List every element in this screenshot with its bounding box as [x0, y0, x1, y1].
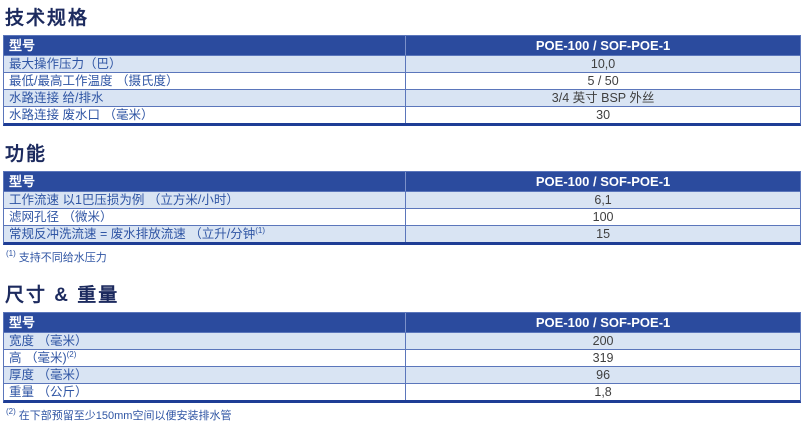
row-value: 96	[405, 367, 800, 383]
section-title-dimensions-weight: 尺寸 & 重量	[5, 285, 120, 306]
footnote-text: 在下部预留至少150mm空间以便安装排水管	[18, 410, 232, 422]
table-header-row: 型号 POE-100 / SOF-POE-1	[4, 313, 800, 332]
functions-table: 型号 POE-100 / SOF-POE-1 工作流速 以1巴压损为例 （立方米…	[3, 171, 801, 245]
row-label: 工作流速 以1巴压损为例 （立方米/小时）	[9, 193, 239, 207]
table-row: 工作流速 以1巴压损为例 （立方米/小时） 6,1	[4, 191, 800, 208]
footnote-2: (2) 在下部预留至少150mm空间以便安装排水管	[6, 407, 801, 423]
header-model-label: 型号	[9, 315, 36, 330]
table-row: 最大操作压力（巴） 10,0	[4, 55, 800, 72]
row-value: 10,0	[405, 56, 800, 72]
table-row: 常规反冲洗流速 = 废水排放流速 （立升/分钟(1) 15	[4, 225, 800, 242]
row-label: 最低/最高工作温度 （摄氏度）	[9, 74, 179, 88]
header-model-label: 型号	[9, 38, 36, 53]
footnote-marker: (2)	[6, 407, 16, 417]
row-value: 200	[405, 333, 800, 349]
row-label: 滤网孔径 （微米）	[9, 210, 113, 224]
row-label: 高 （毫米)(2)	[9, 350, 77, 365]
row-label: 厚度 （毫米）	[9, 368, 88, 382]
row-label: 最大操作压力（巴）	[9, 57, 122, 71]
row-value: 30	[405, 107, 800, 123]
row-label: 水路连接 废水口 （毫米）	[9, 108, 154, 122]
table-row: 高 （毫米)(2) 319	[4, 349, 800, 366]
dimensions-weight-table: 型号 POE-100 / SOF-POE-1 宽度 （毫米） 200 高 （毫米…	[3, 312, 801, 403]
table-row: 水路连接 废水口 （毫米） 30	[4, 106, 800, 123]
row-value: 6,1	[405, 192, 800, 208]
footnote-1: (1) 支持不同给水压力	[6, 249, 801, 265]
header-model-value: POE-100 / SOF-POE-1	[405, 36, 800, 55]
section-dimensions-weight: 尺寸 & 重量 型号 POE-100 / SOF-POE-1 宽度 （毫米） 2…	[3, 284, 801, 423]
table-row: 水路连接 给/排水 3/4 英寸 BSP 外丝	[4, 89, 800, 106]
row-value: 3/4 英寸 BSP 外丝	[405, 90, 800, 106]
row-value: 1,8	[405, 384, 800, 400]
row-label: 常规反冲洗流速 = 废水排放流速 （立升/分钟(1)	[9, 226, 265, 241]
row-label: 宽度 （毫米）	[9, 334, 88, 348]
table-row: 最低/最高工作温度 （摄氏度） 5 / 50	[4, 72, 800, 89]
section-title-functions: 功能	[5, 144, 48, 165]
tech-specs-table: 型号 POE-100 / SOF-POE-1 最大操作压力（巴） 10,0 最低…	[3, 35, 801, 126]
row-label: 水路连接 给/排水	[9, 91, 104, 105]
table-header-row: 型号 POE-100 / SOF-POE-1	[4, 172, 800, 191]
row-value: 100	[405, 209, 800, 225]
table-row: 厚度 （毫米） 96	[4, 366, 800, 383]
section-tech-specs: 技术规格 型号 POE-100 / SOF-POE-1 最大操作压力（巴） 10…	[3, 7, 801, 143]
table-header-row: 型号 POE-100 / SOF-POE-1	[4, 36, 800, 55]
header-model-label: 型号	[9, 174, 36, 189]
row-value: 5 / 50	[405, 73, 800, 89]
footnote-marker: (2)	[66, 350, 77, 359]
section-functions: 功能 型号 POE-100 / SOF-POE-1 工作流速 以1巴压损为例 （…	[3, 143, 801, 284]
footnote-marker: (1)	[6, 249, 16, 259]
row-label: 重量 （公斤）	[9, 385, 88, 399]
table-row: 滤网孔径 （微米） 100	[4, 208, 800, 225]
header-model-value: POE-100 / SOF-POE-1	[405, 313, 800, 332]
row-value: 15	[405, 226, 800, 242]
row-value: 319	[405, 350, 800, 366]
footnote-text: 支持不同给水压力	[18, 252, 107, 264]
table-row: 重量 （公斤） 1,8	[4, 383, 800, 400]
header-model-value: POE-100 / SOF-POE-1	[405, 172, 800, 191]
section-title-tech-specs: 技术规格	[5, 8, 90, 29]
footnote-marker: (1)	[255, 226, 265, 235]
table-row: 宽度 （毫米） 200	[4, 332, 800, 349]
